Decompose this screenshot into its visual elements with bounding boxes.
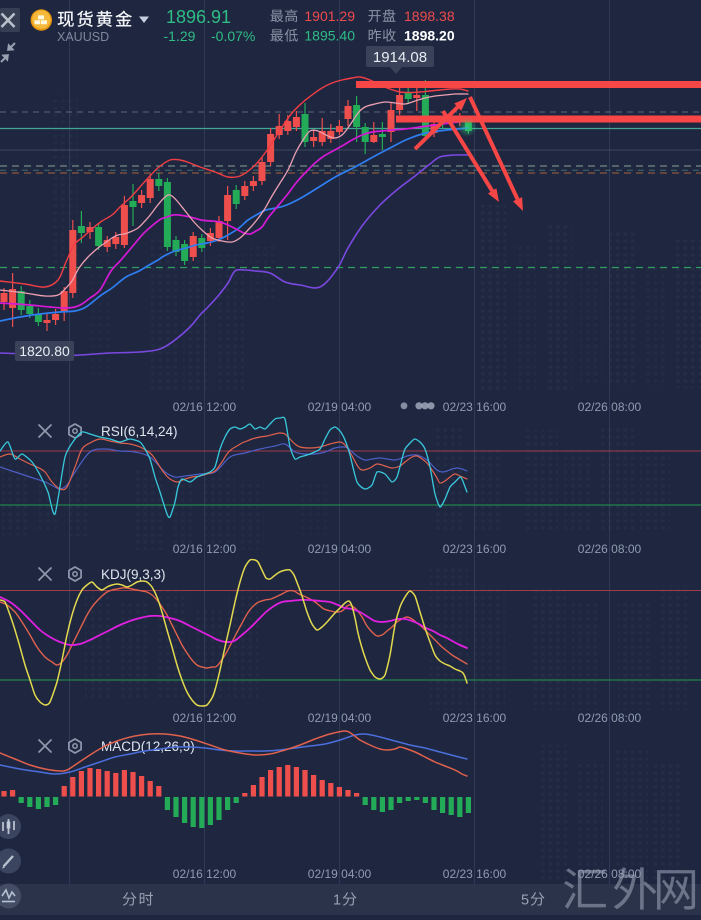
svg-text:02/16 12:00: 02/16 12:00 [173,400,237,414]
svg-text:XAUUSD: XAUUSD [57,30,109,44]
svg-text:5: 5 [521,893,529,909]
svg-text:02/16 12:00: 02/16 12:00 [173,867,237,881]
svg-text:1901.29: 1901.29 [304,8,355,24]
svg-text:1820.80: 1820.80 [19,343,70,359]
svg-text:02/23 16:00: 02/23 16:00 [443,542,507,556]
svg-text:1895.40: 1895.40 [304,28,355,44]
svg-text:02/19 04:00: 02/19 04:00 [308,400,372,414]
svg-text:02/23 16:00: 02/23 16:00 [443,400,507,414]
svg-text:02/26 08:00: 02/26 08:00 [578,711,642,725]
svg-text:1914.08: 1914.08 [373,49,427,66]
svg-text:1898.20: 1898.20 [404,28,455,44]
svg-text:-0.07%: -0.07% [211,28,255,44]
svg-text:02/26 08:00: 02/26 08:00 [578,542,642,556]
svg-text:1898.38: 1898.38 [404,8,455,24]
svg-text:02/23 16:00: 02/23 16:00 [443,711,507,725]
svg-text:KDJ(9,3,3): KDJ(9,3,3) [101,567,166,582]
svg-text:02/26 08:00: 02/26 08:00 [578,400,642,414]
svg-text:02/16 12:00: 02/16 12:00 [173,542,237,556]
svg-text:02/19 04:00: 02/19 04:00 [308,867,372,881]
svg-text:MACD(12,26,9): MACD(12,26,9) [101,739,195,754]
svg-text:1896.91: 1896.91 [166,7,231,27]
svg-text:02/16 12:00: 02/16 12:00 [173,711,237,725]
svg-text:02/19 04:00: 02/19 04:00 [308,542,372,556]
svg-text:02/19 04:00: 02/19 04:00 [308,711,372,725]
svg-text:1: 1 [333,893,341,909]
svg-text:RSI(6,14,24): RSI(6,14,24) [101,424,178,439]
svg-text:02/23 16:00: 02/23 16:00 [443,867,507,881]
svg-text:-1.29: -1.29 [164,28,196,44]
